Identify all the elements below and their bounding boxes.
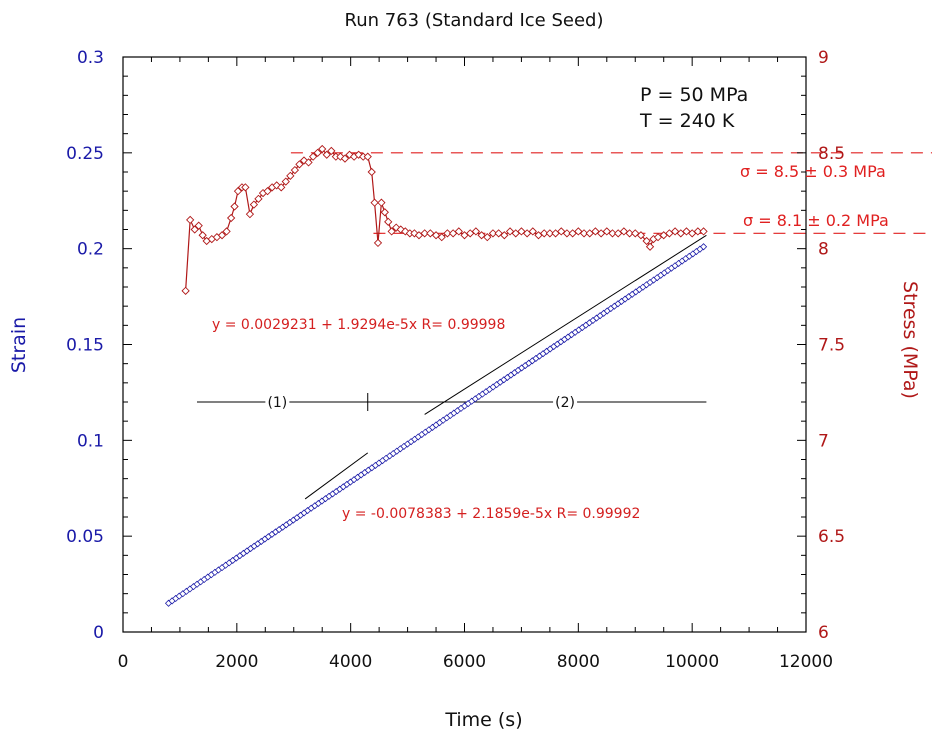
- stress-point: [254, 194, 263, 203]
- x-tick-label: 2000: [215, 652, 258, 672]
- right-axis-label: Stress (MPa): [899, 281, 921, 399]
- stress-level-label-2: σ = 8.1 ± 0.2 MPa: [743, 211, 889, 230]
- fit-line: [424, 234, 707, 415]
- stress-point: [277, 183, 286, 192]
- left-tick-label: 0.25: [66, 144, 104, 164]
- right-tick-label: 6.5: [818, 527, 845, 547]
- fit-label-2: y = -0.0078383 + 2.1859e-5x R= 0.99992: [342, 506, 640, 522]
- left-tick-label: 0.05: [66, 527, 104, 547]
- x-axis-label: Time (s): [444, 709, 522, 731]
- x-tick-label: 0: [118, 652, 129, 672]
- stress-point: [500, 231, 509, 240]
- stress-point: [249, 200, 259, 209]
- stress-point: [263, 187, 272, 196]
- stress-point: [373, 238, 383, 248]
- stress-point: [370, 198, 379, 207]
- left-axis-label: Strain: [8, 317, 30, 373]
- left-tick-label: 0.15: [66, 336, 104, 356]
- stress-point: [528, 227, 537, 236]
- stress-point: [384, 217, 393, 226]
- stress-point: [380, 208, 389, 217]
- plot-frame: [122, 56, 807, 633]
- stress-point: [304, 158, 313, 167]
- stress-point: [645, 242, 655, 251]
- condition-pressure: P = 50 MPa: [640, 84, 748, 106]
- right-tick-label: 8.5: [818, 144, 845, 164]
- stress-point: [281, 177, 290, 186]
- stress-point: [377, 198, 386, 207]
- stress-point: [190, 225, 199, 234]
- stress-point: [245, 210, 255, 219]
- right-tick-label: 7.5: [818, 336, 845, 356]
- stress-point: [483, 233, 492, 242]
- fit-line: [304, 452, 369, 500]
- stress-point: [340, 154, 350, 163]
- x-tick-label: 8000: [557, 652, 600, 672]
- stress-point: [230, 202, 239, 211]
- stress-point: [181, 286, 190, 295]
- fit-label-1: y = 0.0029231 + 1.9294e-5x R= 0.99998: [212, 317, 505, 333]
- left-tick-label: 0.1: [77, 431, 104, 451]
- right-tick-label: 7: [818, 431, 829, 451]
- stress-point: [699, 227, 708, 236]
- stress-level-label-1: σ = 8.5 ± 0.3 MPa: [740, 162, 886, 181]
- stress-point: [367, 167, 376, 177]
- segment-label: (1): [267, 395, 287, 411]
- stress-point: [186, 215, 195, 225]
- x-tick-label: 6000: [443, 652, 486, 672]
- stress-point: [471, 227, 481, 236]
- stress-point: [194, 221, 203, 230]
- right-tick-label: 9: [818, 48, 829, 68]
- left-tick-label: 0.2: [77, 240, 104, 260]
- stress-point: [642, 236, 651, 246]
- x-tick-label: 4000: [329, 652, 372, 672]
- right-tick-label: 6: [818, 623, 829, 643]
- stress-point: [286, 171, 295, 180]
- chart-title: Run 763 (Standard Ice Seed): [345, 10, 604, 31]
- stress-point: [217, 231, 227, 240]
- stress-point: [198, 231, 207, 240]
- stress-point: [308, 152, 318, 161]
- stress-point: [636, 231, 646, 240]
- marks-layer: (1) (2): [164, 144, 932, 607]
- x-tick-label: 12000: [779, 652, 833, 672]
- stress-point: [313, 148, 322, 157]
- stress-point: [327, 146, 336, 156]
- segment-label: (2): [555, 395, 575, 411]
- ticks-layer: 0 2000 4000 6000 8000 10000 12000 0 0.05 0.1 0.15 0…: [66, 48, 845, 672]
- left-tick-label: 0.3: [77, 48, 104, 68]
- left-tick-label: 0: [93, 623, 104, 643]
- stress-point: [437, 233, 446, 242]
- stress-point: [241, 183, 250, 192]
- stress-point: [322, 150, 331, 159]
- stress-point: [233, 187, 243, 196]
- stress-point: [318, 144, 327, 154]
- stress-point: [387, 227, 396, 236]
- stress-point: [295, 160, 304, 169]
- x-tick-label: 10000: [665, 652, 719, 672]
- condition-temperature: T = 240 K: [639, 110, 735, 132]
- stress-point: [227, 213, 236, 223]
- strain-point: [699, 243, 708, 251]
- right-tick-label: 8: [818, 240, 829, 260]
- stress-series-line: [185, 148, 704, 291]
- stress-point: [222, 227, 231, 236]
- stress-point: [454, 227, 463, 236]
- stress-point: [290, 165, 300, 175]
- stress-point: [363, 152, 372, 161]
